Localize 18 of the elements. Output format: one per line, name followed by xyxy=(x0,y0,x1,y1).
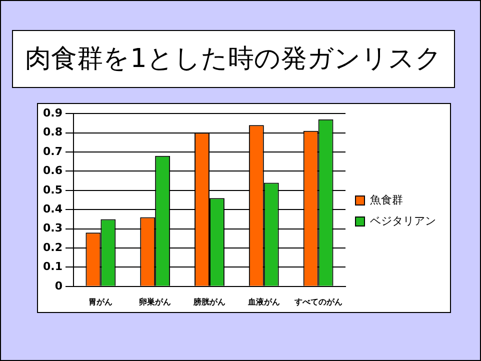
x-tick-label: 膀胱がん xyxy=(192,296,226,306)
y-tick-label: 0.6 xyxy=(42,164,63,178)
y-tick-label: 0.8 xyxy=(42,126,62,139)
y-tick-label: 0.4 xyxy=(42,202,63,216)
x-tick-label: 胃がん xyxy=(88,297,113,306)
x-tick-label: 血液がん xyxy=(246,297,280,306)
chart-title: 肉食群を1とした時の発ガンリスク xyxy=(12,30,455,88)
y-tick-label: 0.1 xyxy=(42,260,62,274)
x-tick-label: すべてのがん xyxy=(293,297,342,306)
legend-label: ベジタリアン xyxy=(370,214,436,228)
legend-label: 魚食群 xyxy=(370,193,403,206)
y-tick-label: 0.5 xyxy=(42,183,62,196)
y-tick-label: 0.2 xyxy=(42,240,62,254)
y-tick-label: 0.3 xyxy=(42,222,62,235)
y-tick-label: 0.9 xyxy=(42,106,62,120)
y-tick-label: 0 xyxy=(54,279,63,292)
y-tick-label: 0.7 xyxy=(42,144,62,158)
x-tick-label: 卵巣がん xyxy=(138,296,172,306)
